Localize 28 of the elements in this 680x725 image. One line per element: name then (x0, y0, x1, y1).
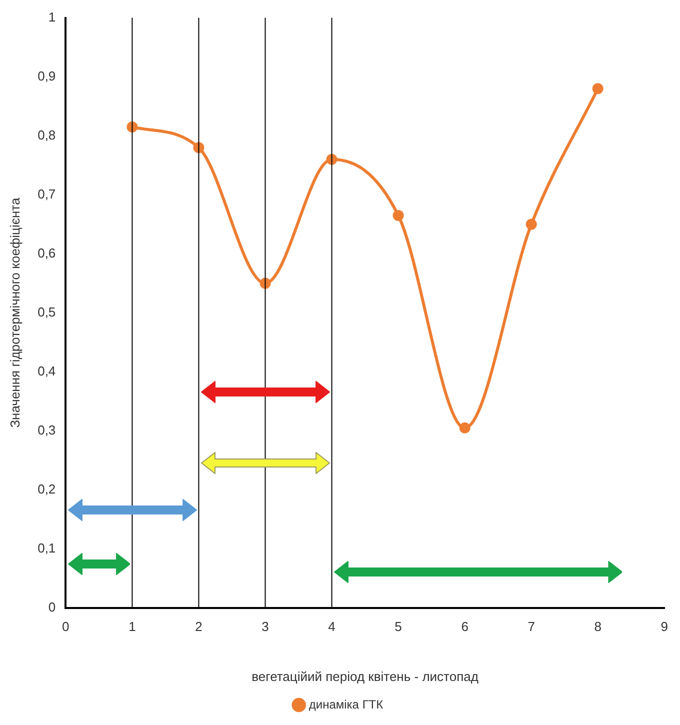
y-tick-label: 0,6 (38, 245, 56, 260)
point (392, 210, 404, 221)
x-tick-label: 7 (528, 619, 535, 634)
y-tick-label: 1 (48, 9, 56, 24)
point (459, 422, 470, 434)
x-tick-label: 4 (328, 619, 336, 634)
point (526, 218, 537, 230)
x-tick-label: 5 (394, 619, 402, 634)
y-axis-title: Значення гідротермічного коефіцієнта (7, 197, 22, 428)
y-tick-label: 0,3 (38, 422, 56, 438)
y-tick-label: 0,4 (38, 363, 56, 378)
x-tick-label: 6 (461, 619, 468, 634)
y-tick-label: 0,9 (38, 68, 56, 84)
x-axis-title: вегетаційий період квітень - листопад (252, 668, 479, 684)
y-tick-label: 0 (48, 599, 56, 614)
y-tick-label: 0,5 (38, 304, 56, 320)
x-tick-label: 1 (128, 619, 136, 634)
y-tick-label: 0,2 (38, 481, 56, 496)
x-tick-label: 3 (262, 619, 269, 634)
y-tick-label: 0,7 (38, 186, 56, 202)
x-tick-label: 9 (660, 619, 668, 634)
point (592, 83, 604, 94)
legend-label: динаміка ГТК (308, 697, 384, 712)
x-tick-label: 0 (62, 619, 70, 634)
x-tick-label: 2 (195, 619, 202, 634)
y-tick-label: 0,1 (38, 540, 56, 556)
x-tick-label: 8 (594, 619, 602, 634)
y-tick-label: 0,8 (38, 127, 56, 142)
